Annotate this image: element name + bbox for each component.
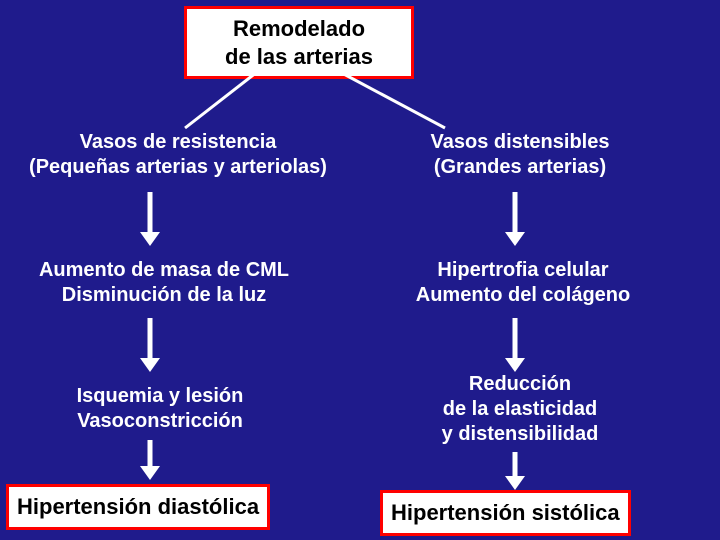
right-step2-line2: de la elasticidad — [400, 397, 640, 422]
left-step2-line1: Isquemia y lesión — [40, 384, 280, 409]
left-result-text: Hipertensión diastólica — [17, 494, 259, 519]
left-step1: Aumento de masa de CML Disminución de la… — [14, 258, 314, 308]
right-step1-line1: Hipertrofia celular — [378, 258, 668, 283]
left-step1-line2: Disminución de la luz — [14, 283, 314, 308]
right-step1: Hipertrofia celular Aumento del colágeno — [378, 258, 668, 308]
right-step2-line3: y distensibilidad — [400, 422, 640, 447]
right-step1-line2: Aumento del colágeno — [378, 283, 668, 308]
right-step2: Reducción de la elasticidad y distensibi… — [400, 372, 640, 447]
arrow-right-2 — [500, 316, 530, 376]
right-branch-label: Vasos distensibles (Grandes arterias) — [390, 130, 650, 180]
right-step2-line1: Reducción — [400, 372, 640, 397]
arrow-left-3 — [135, 438, 165, 482]
right-branch-line1: Vasos distensibles — [390, 130, 650, 155]
left-step1-line1: Aumento de masa de CML — [14, 258, 314, 283]
left-branch-line1: Vasos de resistencia — [8, 130, 348, 155]
arrow-right-1 — [500, 190, 530, 250]
right-branch-line2: (Grandes arterias) — [390, 155, 650, 180]
right-result-box: Hipertensión sistólica — [380, 490, 631, 536]
arrow-left-1 — [135, 190, 165, 250]
arrow-left-2 — [135, 316, 165, 376]
title-line1: Remodelado — [205, 15, 393, 43]
left-step2: Isquemia y lesión Vasoconstricción — [40, 384, 280, 434]
title-line2: de las arterias — [205, 43, 393, 71]
left-step2-line2: Vasoconstricción — [40, 409, 280, 434]
left-branch-line2: (Pequeñas arterias y arteriolas) — [8, 155, 348, 180]
right-result-text: Hipertensión sistólica — [391, 500, 620, 525]
left-branch-label: Vasos de resistencia (Pequeñas arterias … — [8, 130, 348, 180]
title-box: Remodelado de las arterias — [184, 6, 414, 79]
left-result-box: Hipertensión diastólica — [6, 484, 270, 530]
arrow-right-3 — [500, 450, 530, 492]
